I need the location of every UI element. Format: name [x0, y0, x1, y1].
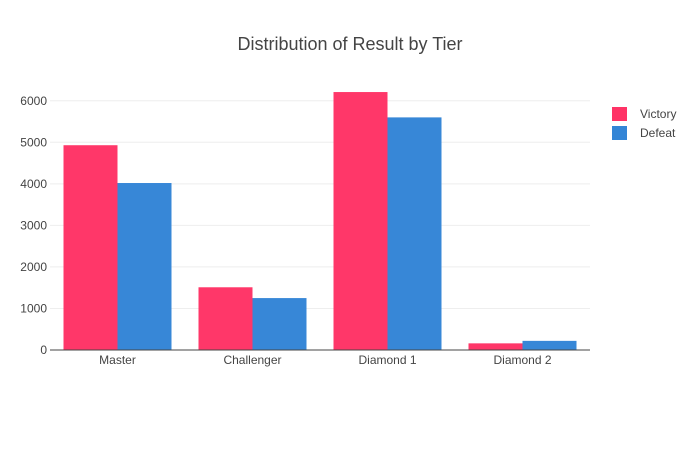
y-tick-label-3000: 3000	[20, 218, 47, 232]
chart-title: Distribution of Result by Tier	[237, 34, 462, 54]
legend-swatch-victory	[612, 107, 627, 121]
bars	[63, 92, 577, 351]
x-tick-label-diamond-1: Diamond 1	[358, 353, 416, 367]
bar-defeat-diamond-1	[387, 117, 442, 350]
legend-label-victory: Victory	[640, 107, 676, 121]
y-tick-label-5000: 5000	[20, 135, 47, 149]
bar-victory-diamond-1	[333, 92, 388, 351]
y-tick-label-4000: 4000	[20, 177, 47, 191]
legend-swatch-defeat	[612, 126, 627, 140]
bar-defeat-master	[117, 183, 172, 350]
x-tick-label-master: Master	[99, 353, 136, 367]
y-tick-label-1000: 1000	[20, 301, 47, 315]
y-tick-label-6000: 6000	[20, 94, 47, 108]
bar-defeat-diamond-2	[522, 340, 577, 350]
x-tick-label-challenger: Challenger	[223, 353, 281, 367]
bar-victory-master	[63, 145, 118, 350]
y-tick-label-0: 0	[40, 343, 47, 357]
bar-victory-diamond-2	[468, 343, 523, 350]
legend: Victory Defeat	[612, 107, 676, 140]
legend-label-defeat: Defeat	[640, 126, 676, 140]
x-axis-ticks: Master Challenger Diamond 1 Diamond 2	[99, 353, 552, 367]
bar-victory-challenger	[198, 287, 253, 350]
y-axis-ticks: 0 1000 2000 3000 4000 5000 6000	[20, 94, 47, 357]
x-tick-label-diamond-2: Diamond 2	[493, 353, 551, 367]
y-tick-label-2000: 2000	[20, 260, 47, 274]
bar-defeat-challenger	[252, 298, 307, 350]
